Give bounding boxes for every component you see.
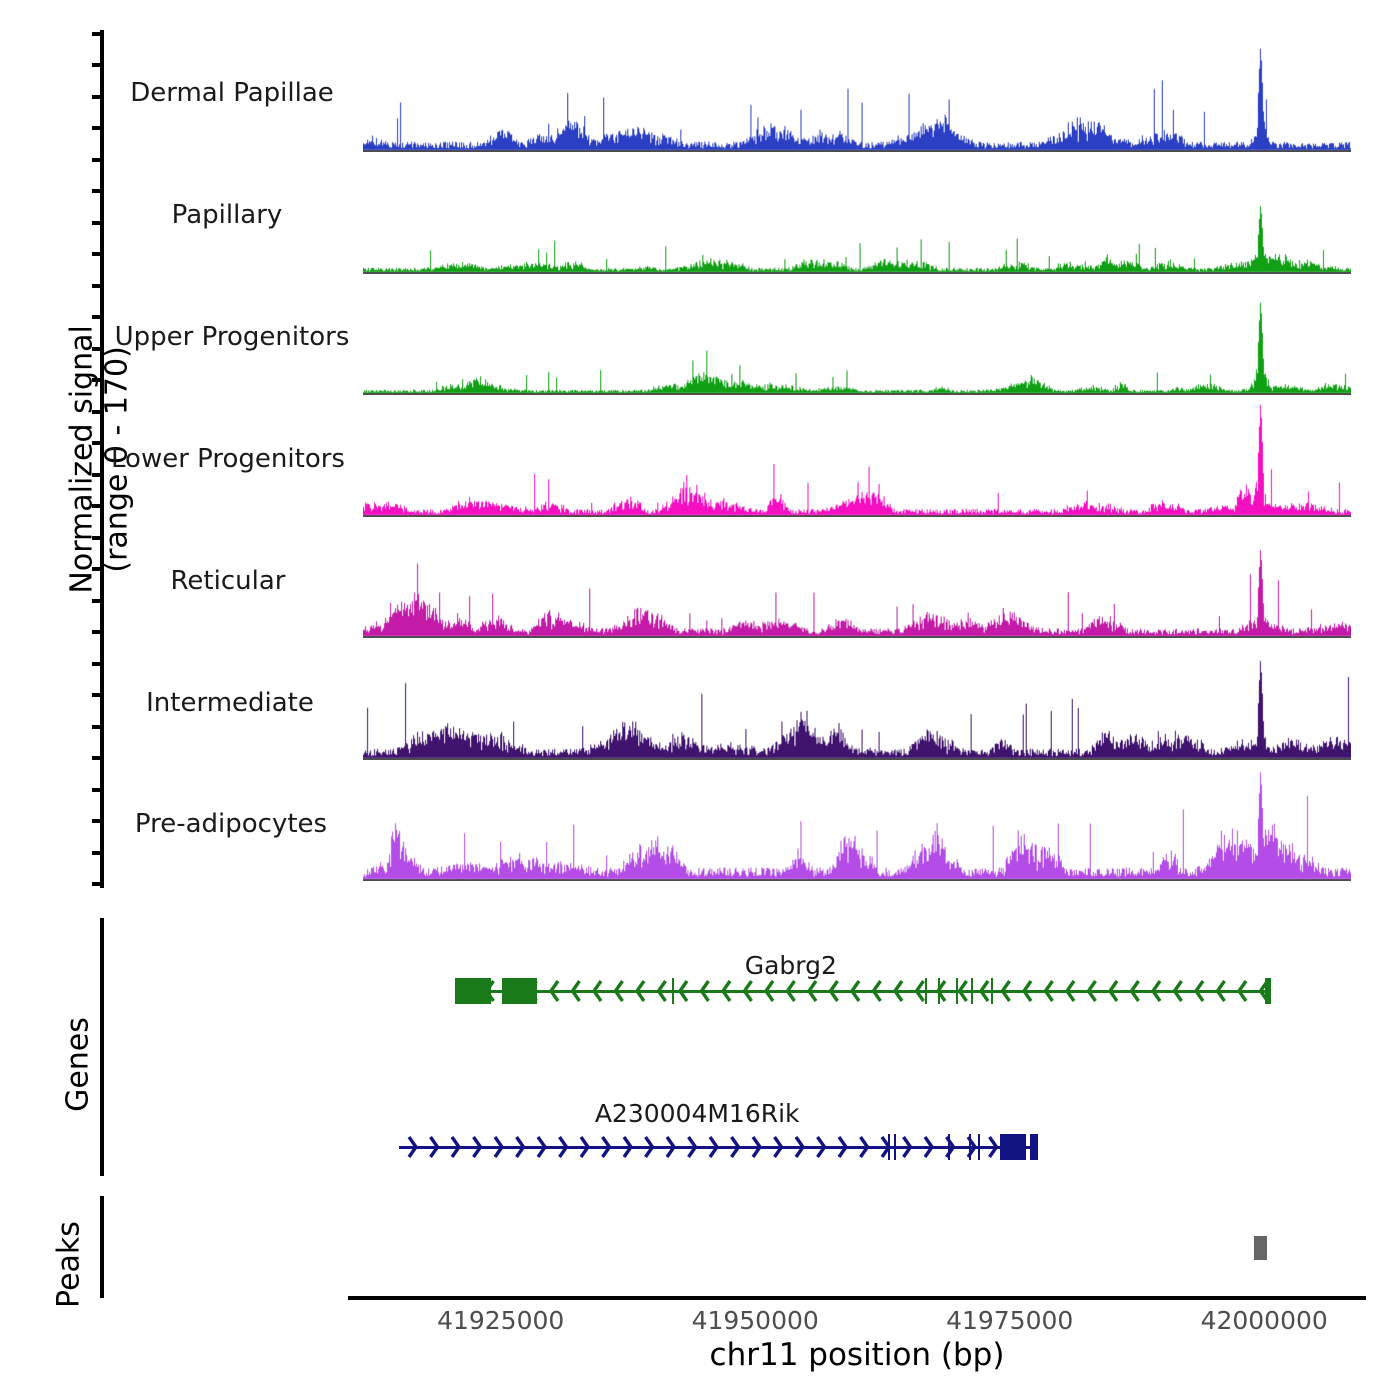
signal-track-trace xyxy=(363,518,1351,639)
gene-exon xyxy=(454,978,491,1004)
signal-axis-tick xyxy=(92,157,103,162)
signal-axis-tick xyxy=(92,94,103,99)
signal-axis-tick xyxy=(92,504,103,509)
x-axis-tick-label: 41925000 xyxy=(437,1306,565,1335)
gene-label-A230004M16Rik: A230004M16Rik xyxy=(594,1099,800,1128)
peak-box[interactable] xyxy=(1254,1236,1268,1260)
genes-caption: Genes xyxy=(60,1017,96,1112)
signal-track-panel-pre-adipocytes xyxy=(363,761,1351,882)
signal-track-trace xyxy=(363,396,1351,518)
x-axis-tick-label: 41950000 xyxy=(691,1306,819,1335)
gene-exon xyxy=(971,978,974,1004)
signal-track-panel-papillary xyxy=(363,153,1351,275)
gene-exon xyxy=(978,1134,981,1160)
x-axis-spine xyxy=(348,1296,1366,1300)
signal-axis-tick xyxy=(92,283,103,288)
gene-exon xyxy=(887,1134,890,1160)
gene-label-Gabrg2: Gabrg2 xyxy=(744,951,837,980)
signal-track-label-papillary: Papillary xyxy=(171,200,283,230)
signal-axis-tick xyxy=(92,535,103,540)
gene-exon xyxy=(501,978,538,1004)
signal-axis-tick xyxy=(92,32,103,36)
signal-track-label-intermediate: Intermediate xyxy=(146,688,314,718)
signal-axis-tick xyxy=(92,315,103,320)
gene-exon xyxy=(955,978,958,1004)
signal-track-trace xyxy=(363,761,1351,882)
gene-backbone xyxy=(454,989,1272,993)
gene-exon xyxy=(947,1134,950,1160)
peaks-caption: Peaks xyxy=(51,1221,87,1308)
signal-track-label-reticular: Reticular xyxy=(170,566,286,596)
gene-exon xyxy=(1030,1134,1039,1160)
signal-axis-tick xyxy=(92,567,103,572)
gene-exon xyxy=(938,978,941,1004)
signal-track-panel-dermal-papillae xyxy=(363,32,1351,153)
signal-axis-tick xyxy=(92,472,103,477)
signal-track-panel-lower-progenitors xyxy=(363,396,1351,518)
peaks-axis-spine xyxy=(100,1196,104,1298)
signal-axis-tick xyxy=(92,724,103,729)
x-axis-tick-label: 41975000 xyxy=(946,1306,1074,1335)
gene-exon xyxy=(968,1134,971,1160)
signal-axis-tick xyxy=(92,252,103,257)
signal-axis-tick xyxy=(92,756,103,761)
signal-track-label-pre-adipocytes: Pre-adipocytes xyxy=(134,809,328,839)
signal-axis-tick xyxy=(92,882,103,886)
gene-Gabrg2[interactable] xyxy=(454,973,1272,1009)
gene-exon xyxy=(991,978,994,1004)
signal-axis-tick xyxy=(92,630,103,635)
signal-axis-tick xyxy=(92,787,103,792)
signal-track-label-dermal-papillae: Dermal Papillae xyxy=(130,78,334,108)
gene-A230004M16Rik[interactable] xyxy=(398,1129,1039,1165)
signal-track-trace xyxy=(363,639,1351,761)
signal-axis-tick xyxy=(92,661,103,666)
strand-arrow-right-icon xyxy=(407,1136,1039,1158)
signal-track-label-lower-progenitors: Lower Progenitors xyxy=(111,444,345,474)
signal-axis-tick xyxy=(92,378,103,383)
signal-axis-tick xyxy=(92,819,103,824)
signal-axis-tick xyxy=(92,346,103,351)
gene-exon xyxy=(1265,978,1272,1004)
signal-track-trace xyxy=(363,153,1351,275)
x-axis-tick-label: 42000000 xyxy=(1200,1306,1328,1335)
signal-axis-tick xyxy=(92,126,103,131)
signal-track-label-upper-progenitors: Upper Progenitors xyxy=(114,322,350,352)
gene-exon xyxy=(999,1134,1026,1160)
peaks-row xyxy=(348,1232,1366,1266)
signal-track-trace xyxy=(363,275,1351,396)
gene-exon xyxy=(893,1134,896,1160)
gene-exon xyxy=(925,978,928,1004)
signal-track-panel-intermediate xyxy=(363,639,1351,761)
strand-arrow-left-icon xyxy=(462,980,1269,1002)
signal-axis-tick xyxy=(92,63,103,68)
signal-axis-tick xyxy=(92,409,103,414)
signal-track-panel-reticular xyxy=(363,518,1351,639)
signal-axis-tick xyxy=(92,220,103,225)
signal-axis-tick xyxy=(92,441,103,446)
genes-axis-spine xyxy=(100,918,104,1176)
gene-exon xyxy=(671,978,674,1004)
signal-axis-tick xyxy=(92,189,103,194)
signal-axis-spine xyxy=(100,30,104,888)
signal-track-panel-upper-progenitors xyxy=(363,275,1351,396)
x-axis-title: chr11 position (bp) xyxy=(709,1337,1005,1373)
signal-axis-tick xyxy=(92,850,103,855)
signal-axis-tick xyxy=(92,693,103,698)
signal-track-trace xyxy=(363,32,1351,153)
signal-axis-tick xyxy=(92,598,103,603)
